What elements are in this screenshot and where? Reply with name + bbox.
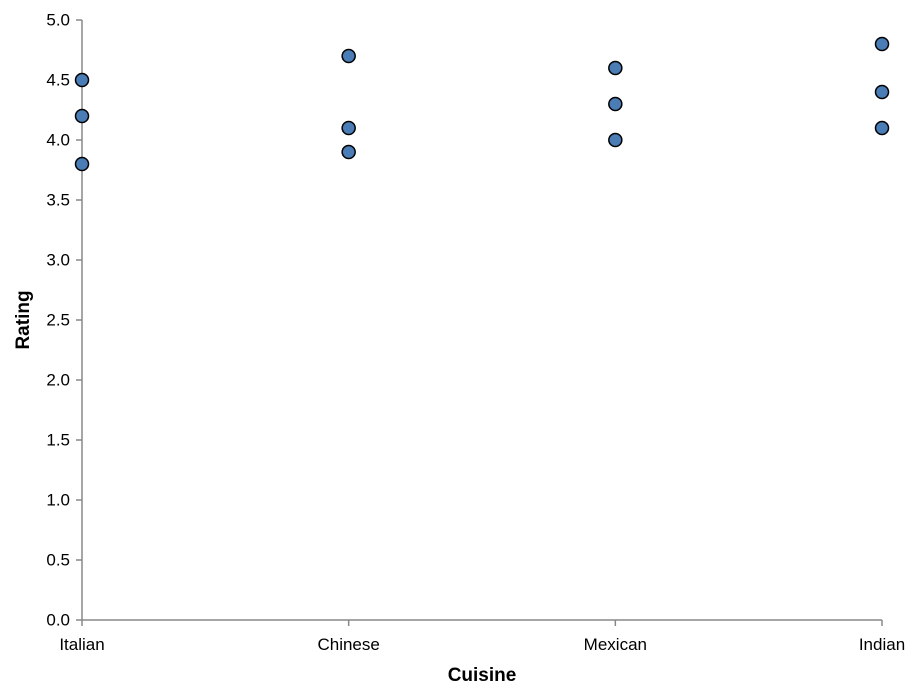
y-tick-label: 3.0 bbox=[46, 251, 70, 270]
x-tick-label: Chinese bbox=[317, 635, 379, 654]
y-axis-title: Rating bbox=[13, 290, 34, 349]
data-point bbox=[608, 96, 623, 112]
data-point bbox=[341, 120, 356, 136]
y-tick-label: 0.0 bbox=[46, 611, 70, 630]
x-tick-label: Italian bbox=[59, 635, 104, 654]
y-tick-label: 0.5 bbox=[46, 551, 70, 570]
y-tick-label: 2.5 bbox=[46, 311, 70, 330]
x-axis-title: Cuisine bbox=[448, 665, 517, 686]
data-point bbox=[74, 72, 90, 88]
y-tick-label: 5.0 bbox=[46, 11, 70, 30]
y-tick-label: 1.5 bbox=[46, 431, 70, 450]
x-axis: Italian Chinese Mexican Indian bbox=[59, 619, 905, 654]
y-tick-label: 1.0 bbox=[46, 491, 70, 510]
data-point bbox=[874, 36, 890, 52]
data-points bbox=[74, 36, 890, 172]
data-point bbox=[874, 120, 890, 136]
data-point bbox=[74, 156, 90, 172]
data-point bbox=[608, 132, 623, 148]
y-axis: 0.0 0.5 1.0 1.5 2.0 2.5 3.0 3.5 4.0 4.5 5.0 bbox=[46, 11, 83, 630]
data-point bbox=[74, 108, 90, 124]
y-tick-label: 4.5 bbox=[46, 71, 70, 90]
y-tick-label: 4.0 bbox=[46, 131, 70, 150]
y-tick-label: 3.5 bbox=[46, 191, 70, 210]
x-tick-label: Mexican bbox=[584, 635, 647, 654]
x-tick-label: Indian bbox=[859, 635, 905, 654]
data-point bbox=[608, 60, 623, 76]
data-point bbox=[874, 84, 890, 100]
y-tick-label: 2.0 bbox=[46, 371, 70, 390]
data-point bbox=[341, 48, 356, 64]
data-point bbox=[341, 144, 356, 160]
